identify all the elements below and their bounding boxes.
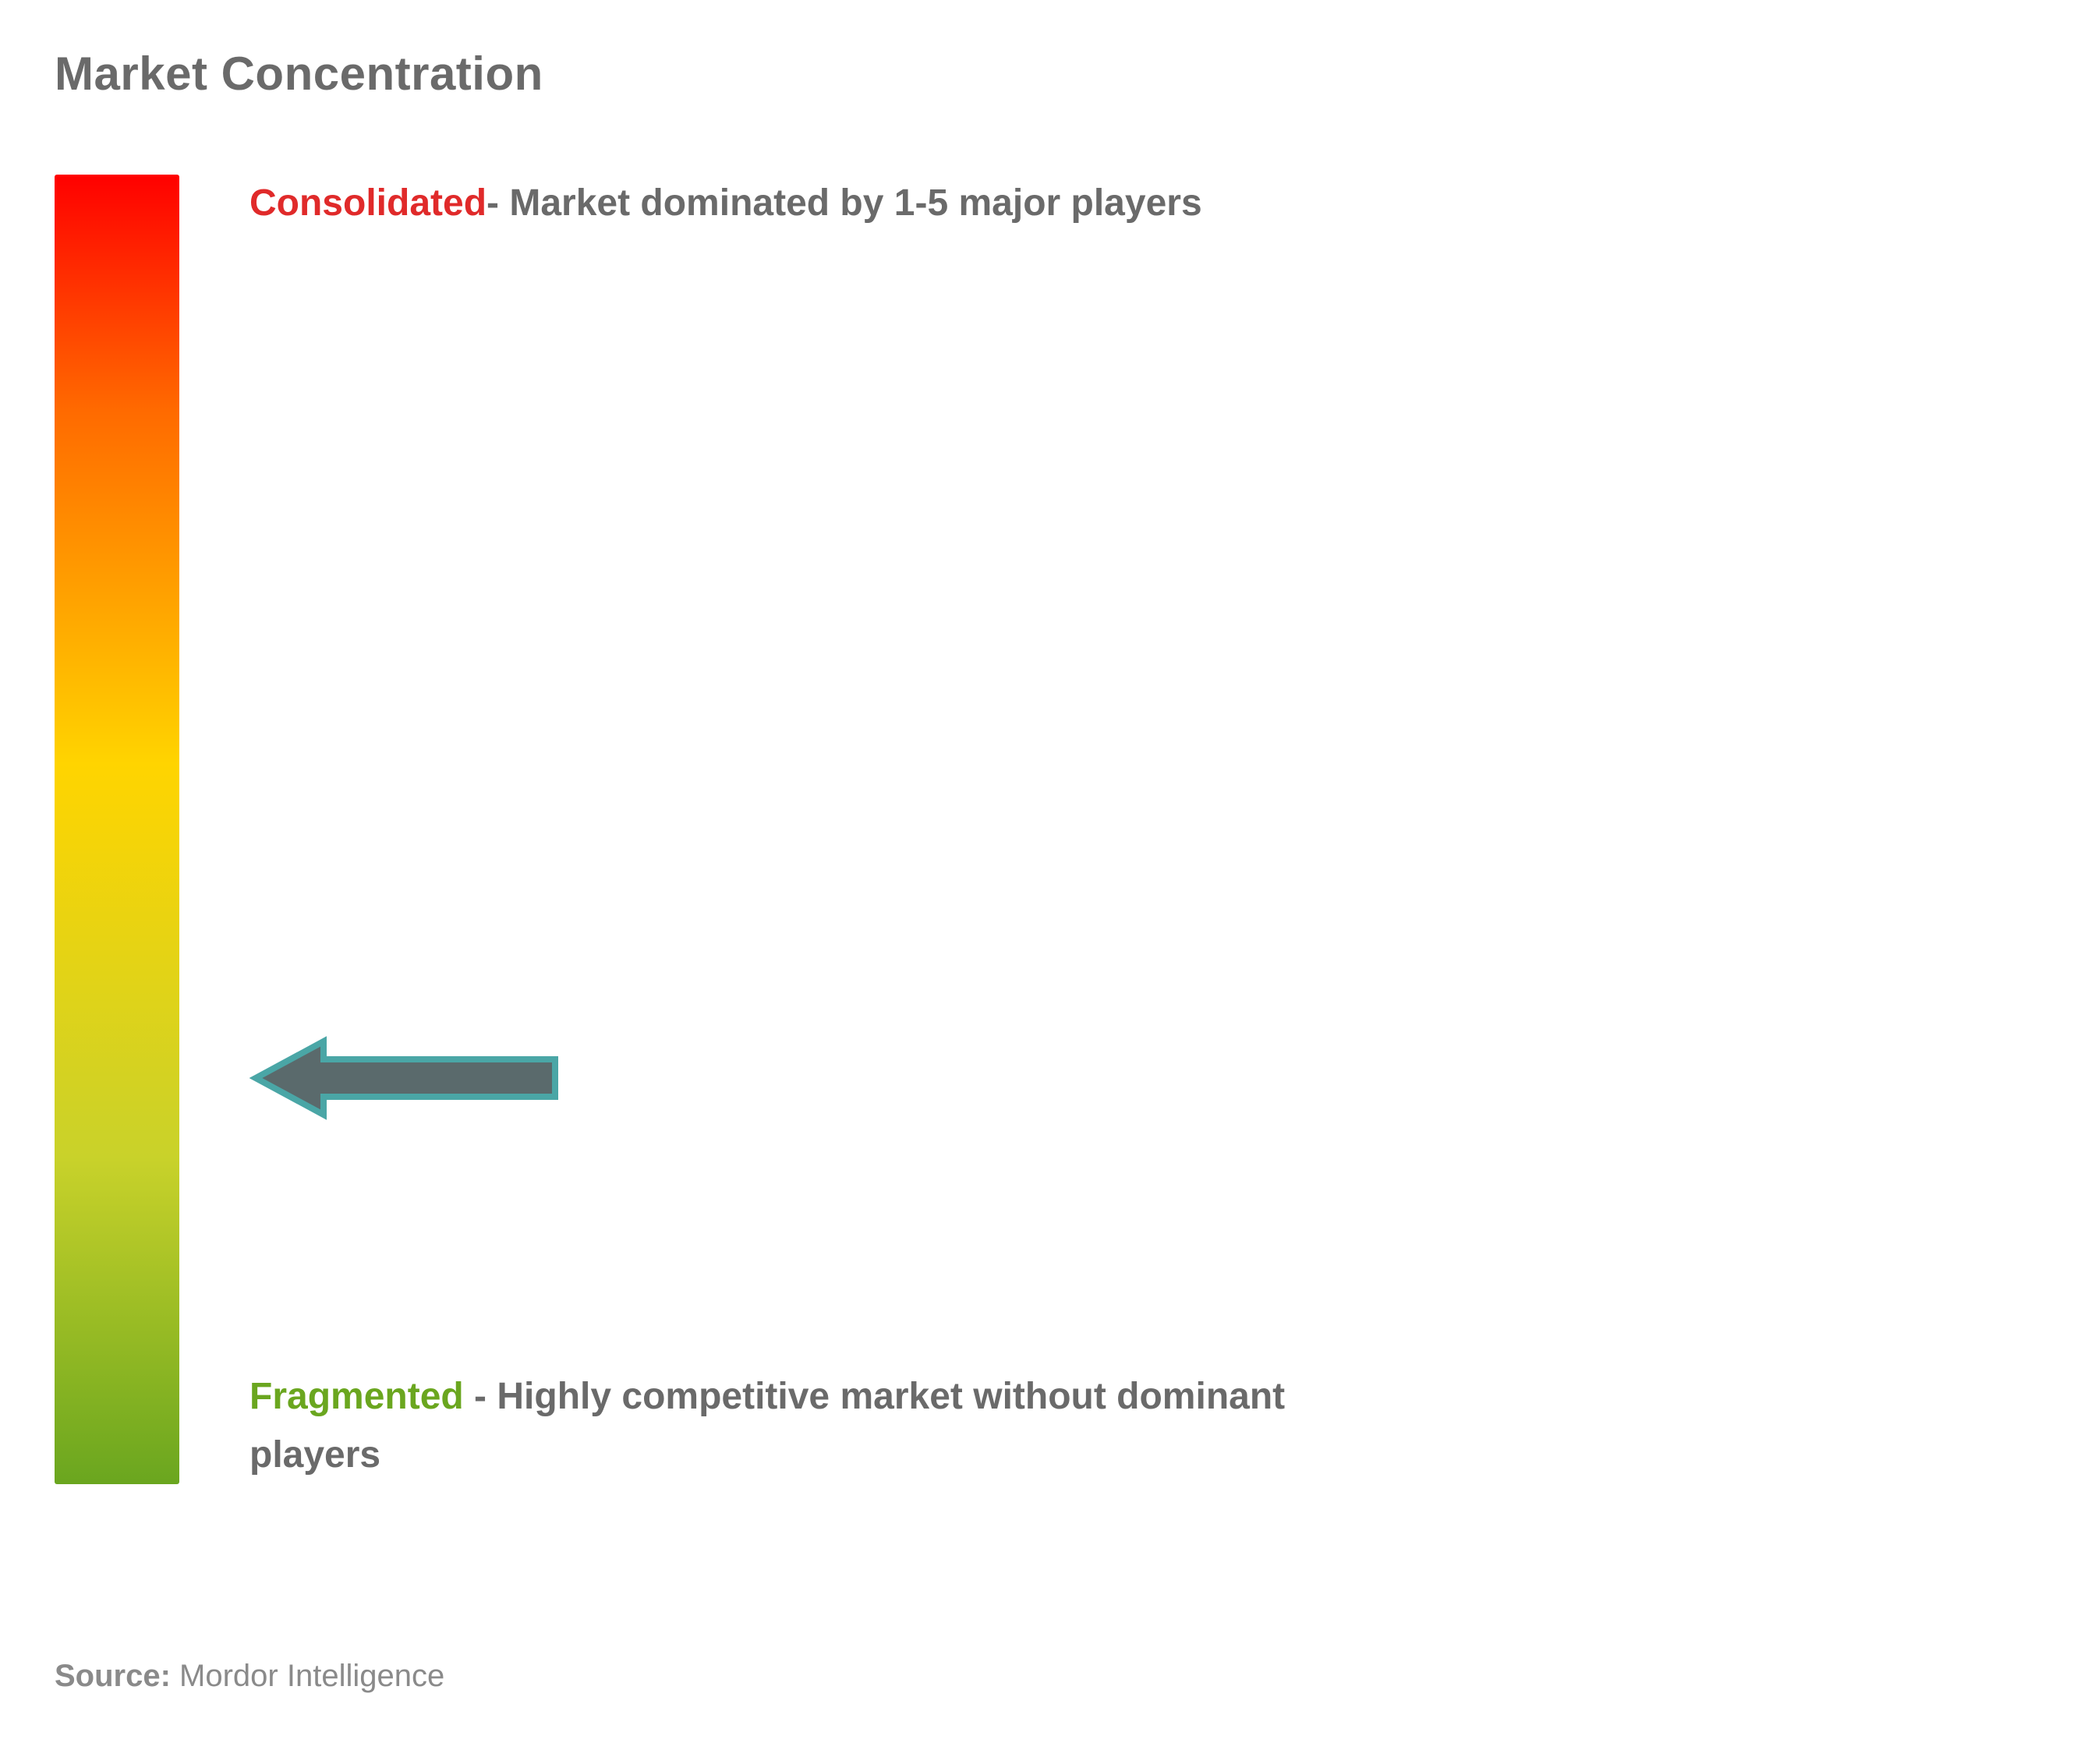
- chart-title: Market Concentration: [55, 47, 2022, 101]
- consolidated-label: Consolidated- Market dominated by 1-5 ma…: [249, 175, 2022, 232]
- fragmented-desc-1: - Highly competitive market without domi…: [464, 1376, 1285, 1417]
- source-footer: Source: Mordor Intelligence: [55, 1659, 444, 1694]
- fragmented-desc-2: players: [249, 1426, 2022, 1484]
- concentration-gradient-bar: [55, 175, 179, 1484]
- indicator-arrow: [249, 1035, 561, 1121]
- fragmented-label-block: Fragmented - Highly competitive market w…: [249, 1368, 2022, 1484]
- content-row: Consolidated- Market dominated by 1-5 ma…: [55, 175, 2022, 1484]
- labels-column: Consolidated- Market dominated by 1-5 ma…: [249, 175, 2022, 1484]
- market-concentration-diagram: Market Concentration Consolidated- Marke…: [55, 47, 2022, 1717]
- source-label: Source:: [55, 1659, 179, 1693]
- consolidated-highlight: Consolidated: [249, 182, 487, 224]
- arrow-left-icon: [249, 1035, 561, 1121]
- consolidated-label-block: Consolidated- Market dominated by 1-5 ma…: [249, 175, 2022, 232]
- fragmented-highlight: Fragmented: [249, 1376, 464, 1417]
- source-value: Mordor Intelligence: [179, 1659, 444, 1693]
- consolidated-desc: - Market dominated by 1-5 major players: [487, 182, 1202, 224]
- fragmented-label-line1: Fragmented - Highly competitive market w…: [249, 1368, 2022, 1426]
